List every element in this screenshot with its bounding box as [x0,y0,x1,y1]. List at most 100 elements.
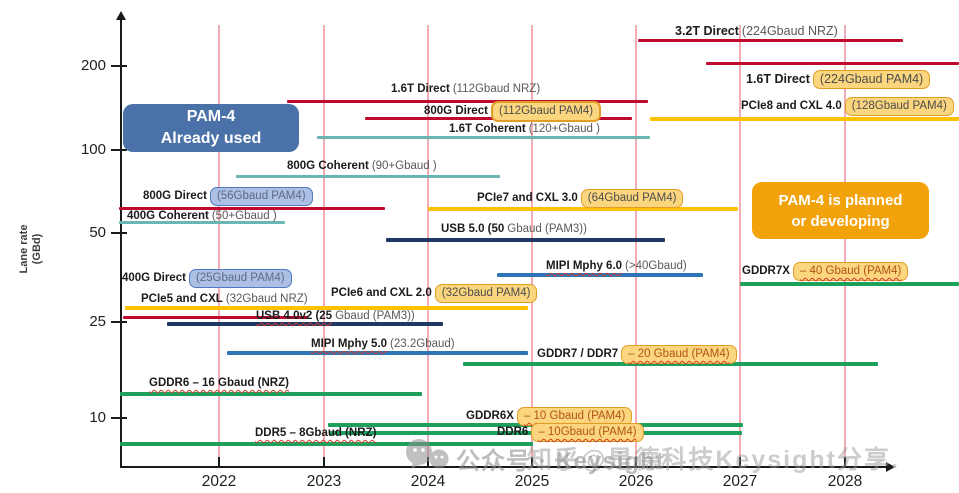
pam4-planned-line1: PAM-4 is planned [778,191,903,209]
series-800g-direct-56-value-highlight: (56Gbaud PAM4) [209,187,313,206]
series-1p6t-direct-nrz-label: 1.6T Direct (112Gbaud NRZ) [391,82,540,97]
x-axis-line [121,466,887,468]
series-800g-direct-pam4-name: 800G Direct [424,105,488,117]
series-pcie8-cxl40-label: PCIe8 and CXL 4.0 (128Gbaud PAM4) [741,97,954,116]
series-gddr7x-label: GDDR7X – 40 Gbaud (PAM4) [742,262,909,281]
series-pcie6-cxl20-value-highlight: (32Gbaud PAM4) [434,284,538,303]
series-1p6t-coherent-line [317,135,650,139]
series-pcie8-cxl40-name: PCIe8 and CXL 4.0 [741,100,842,112]
series-pcie8-cxl40-line [650,117,959,121]
series-1p6t-direct-nrz-value: (112Gbaud NRZ) [452,83,541,95]
series-gddr7-ddr7-value-highlight: – 20 Gbaud (PAM4) [621,345,737,364]
series-usb5-label: USB 5.0 (50 Gbaud (PAM3)) [441,222,587,237]
x-axis-arrow-icon [886,462,895,472]
y-tick-50 [111,232,127,234]
series-usb4-0v2-label: USB 4.0v2 (25 Gbaud (PAM3)) [256,309,415,324]
series-usb4-0v2-line [167,322,443,326]
x-tick-2024 [427,457,429,467]
series-usb5-value: Gbaud (PAM3)) [507,223,587,235]
series-usb4-0v2-name: USB 4.0v2 (25 [256,310,333,322]
y-tick-200 [111,65,127,67]
series-ddr6-name: DDR6 [497,426,529,438]
series-3p2t-direct-nrz-label: 3.2T Direct (224Gbaud NRZ) [675,24,838,39]
pam4-used-line1: PAM-4 [186,108,236,125]
series-mipi-mphy5-line [227,351,528,355]
x-tick-label-2023: 2023 [306,473,342,490]
series-800g-coherent-line [236,174,500,178]
series-gddr7x-line [740,282,959,286]
series-ddr5-label: DDR5 – 8Gbaud (NRZ) [255,426,376,441]
series-400g-coherent-name: 400G Coherent [127,210,209,222]
series-pcie5-cxl-label: PCIe5 and CXL (32Gbaud NRZ) [141,292,308,307]
y-tick-25 [111,321,127,323]
series-gddr6-name: GDDR6 – 16 Gbaud (NRZ) [149,377,289,389]
series-1p6t-direct-pam4-value-highlight: (224Gbaud PAM4) [812,70,931,89]
series-gddr6x-name: GDDR6X [466,410,514,422]
y-tick-label-200: 200 [80,57,106,74]
series-800g-coherent-value: (90+Gbaud ) [371,160,437,172]
y-tick-label-100: 100 [80,141,106,158]
series-800g-direct-56-line [119,206,385,210]
series-pcie8-cxl40-value-highlight: (128Gbaud PAM4) [844,97,954,116]
x-tick-label-2024: 2024 [410,473,446,490]
x-tick-label-2026: 2026 [618,473,654,490]
series-1p6t-coherent-label: 1.6T Coherent (120+Gbaud ) [449,122,600,137]
x-tick-2023 [323,457,325,467]
x-tick-2026 [635,457,637,467]
series-gddr7-ddr7-name: GDDR7 / DDR7 [537,348,619,360]
series-pcie7-cxl30-value-highlight: (64Gbaud PAM4) [580,189,684,208]
series-1p6t-direct-nrz-name: 1.6T Direct [391,83,450,95]
series-800g-coherent-name: 800G Coherent [287,160,369,172]
series-1p6t-coherent-name: 1.6T Coherent [449,123,526,135]
series-gddr7-ddr7-label: GDDR7 / DDR7– 20 Gbaud (PAM4) [537,345,737,364]
series-800g-direct-pam4-value-highlight: (112Gbaud PAM4) [490,101,602,122]
series-gddr6-label: GDDR6 – 16 Gbaud (NRZ) [149,376,289,391]
x-tick-2022 [218,457,220,467]
series-1p6t-coherent-value: (120+Gbaud ) [528,123,600,135]
series-mipi-mphy6-value: (>40Gbaud) [625,260,687,272]
series-gddr6x-value-highlight: – 10 Gbaud (PAM4) [516,407,633,426]
y-tick-10 [111,417,127,419]
year-gridline-2026 [635,25,637,462]
series-400g-coherent-value: (50+Gbaud ) [211,210,277,222]
x-tick-label-2027: 2027 [722,473,758,490]
series-ddr5-line [120,442,533,446]
y-axis-title-line1: Lane rate [18,224,30,274]
pam4-planned-line2: or developing [791,212,890,230]
x-tick-label-2022: 2022 [201,473,237,490]
year-gridline-2023 [323,25,325,462]
series-800g-direct-pam4-label: 800G Direct (112Gbaud PAM4) [424,101,602,122]
y-axis-title: Lane rate (GBd) [18,201,44,297]
x-tick-2028 [844,457,846,467]
series-400g-direct-value-highlight: (25Gbaud PAM4) [188,269,292,288]
x-tick-label-2028: 2028 [827,473,863,490]
y-tick-label-50: 50 [89,224,106,241]
year-gridline-2024 [427,25,429,462]
series-3p2t-direct-nrz-name: 3.2T Direct [675,24,739,38]
series-1p6t-direct-nrz-line [287,99,648,103]
series-400g-direct-line [123,315,308,319]
series-mipi-mphy5-value: (23.2Gbaud) [390,338,455,350]
series-800g-coherent-label: 800G Coherent (90+Gbaud ) [287,159,437,174]
series-gddr7-ddr7-line [463,362,878,366]
x-tick-label-2025: 2025 [514,473,550,490]
series-gddr7x-value-highlight: – 40 Gbaud (PAM4) [792,262,909,281]
series-pcie7-cxl30-label: PCIe7 and CXL 3.0 (64Gbaud PAM4) [477,189,684,208]
series-pcie5-cxl-name: PCIe5 and CXL [141,293,223,305]
series-pcie7-cxl30-name: PCIe7 and CXL 3.0 [477,192,578,204]
series-pcie5-cxl-line [125,306,528,310]
year-gridline-2027 [739,25,741,462]
series-mipi-mphy6-label: MIPI Mphy 6.0 (>40Gbaud) [546,259,687,274]
x-tick-2027 [739,457,741,467]
y-axis-arrow-icon [116,11,126,20]
series-usb5-name: USB 5.0 (50 [441,223,505,235]
y-axis-title-line2: (GBd) [31,233,43,265]
series-usb5-line [386,238,665,242]
series-1p6t-direct-pam4-line [706,61,959,65]
year-gridline-2022 [218,25,220,462]
series-gddr6-line [120,392,422,396]
series-400g-coherent-label: 400G Coherent (50+Gbaud ) [127,209,277,224]
y-axis-line [120,20,122,468]
series-mipi-mphy6-name: MIPI Mphy 6.0 [546,260,623,272]
